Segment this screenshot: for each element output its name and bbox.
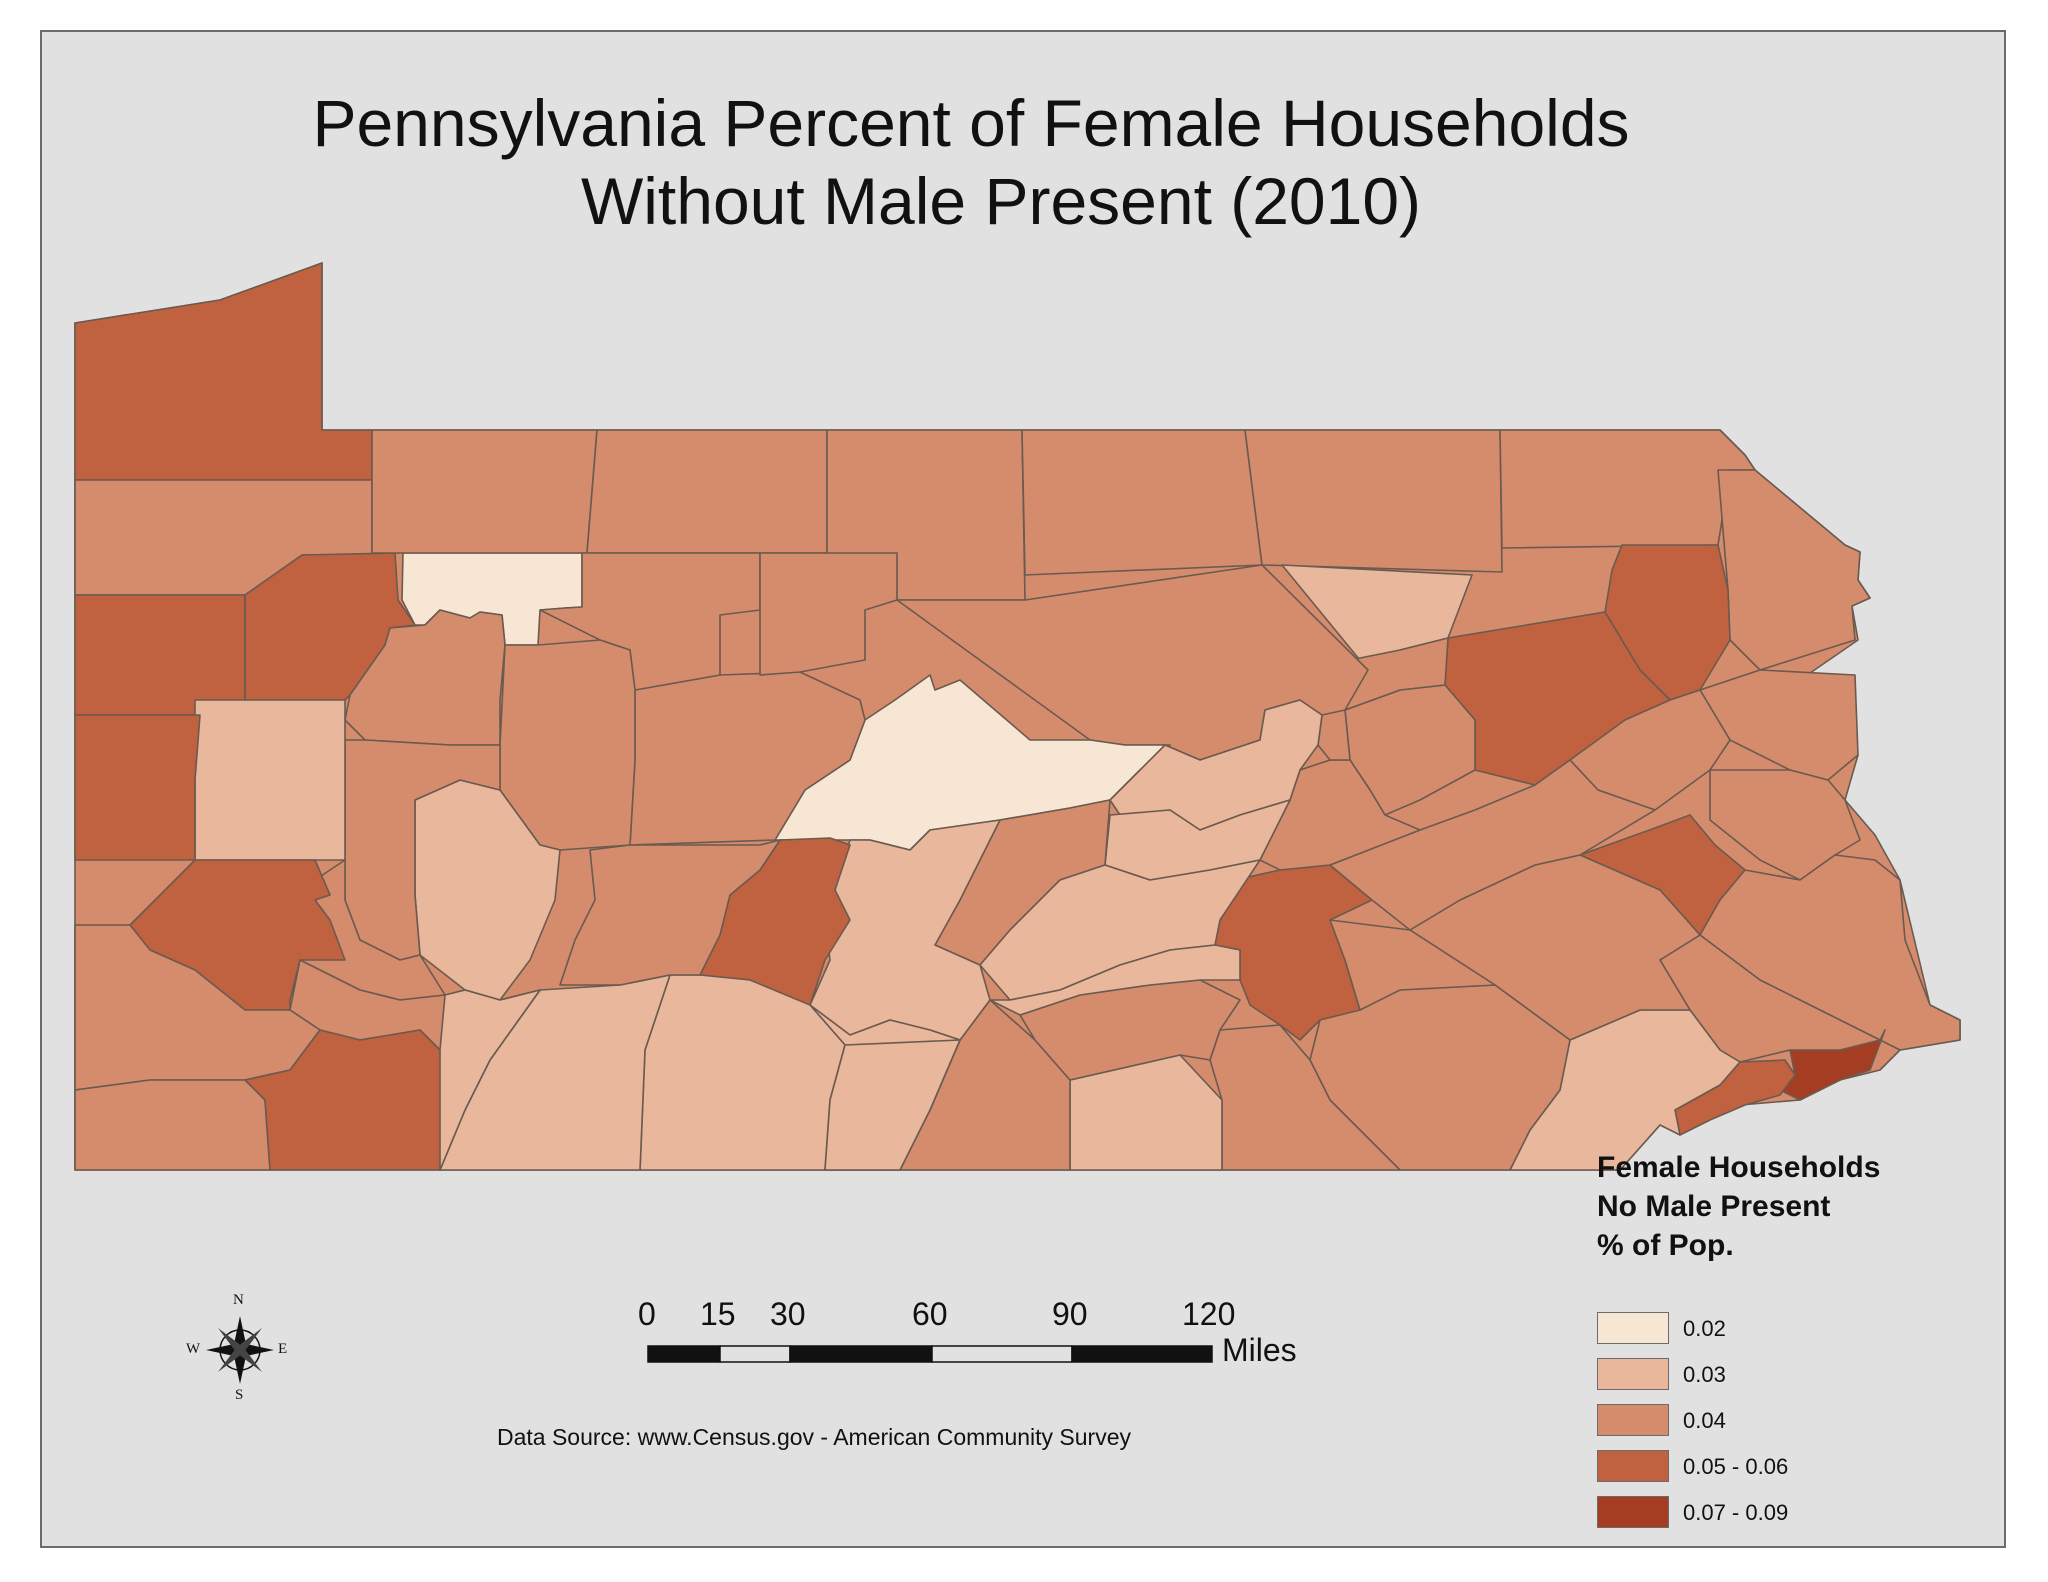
scale-tick-30: 30 xyxy=(770,1296,806,1332)
county-union xyxy=(1109,699,1323,831)
compass-s-label: S xyxy=(235,1387,244,1403)
data-source: Data Source: www.Census.gov - American C… xyxy=(496,1424,1132,1450)
legend-swatch xyxy=(1597,1496,1669,1528)
title-line-1: Pennsylvania Percent of Female Household… xyxy=(312,86,1630,160)
county-schuylkill xyxy=(1329,759,1656,931)
scale-tick-60: 60 xyxy=(912,1296,948,1332)
legend-title-line-1: Female Households xyxy=(1597,1151,1881,1184)
scale-unit: Miles xyxy=(1222,1332,1297,1368)
compass-n-label: N xyxy=(233,1292,244,1308)
legend-item: 0.05 - 0.06 xyxy=(1597,1450,1897,1484)
legend-item: 0.04 xyxy=(1597,1404,1897,1438)
legend-swatch xyxy=(1597,1404,1669,1436)
legend-swatch xyxy=(1597,1358,1669,1390)
scale-tick-120: 120 xyxy=(1182,1296,1236,1332)
legend-label: 0.03 xyxy=(1683,1362,1726,1387)
map-title: Pennsylvania Percent of Female Household… xyxy=(42,84,2000,240)
county-potter xyxy=(586,429,828,554)
scale-tick-0: 0 xyxy=(638,1296,656,1332)
county-indiana xyxy=(194,699,346,861)
legend-title-line-2: No Male Present xyxy=(1597,1190,1831,1223)
county-cambria xyxy=(559,839,781,986)
county-washington xyxy=(74,1079,271,1171)
legend-swatch xyxy=(1597,1450,1669,1482)
legend-label: 0.05 - 0.06 xyxy=(1683,1454,1789,1479)
legend-label: 0.07 - 0.09 xyxy=(1683,1500,1789,1525)
county-centre xyxy=(809,819,1001,1041)
county-perry xyxy=(989,944,1241,1016)
legend-item: 0.03 xyxy=(1597,1358,1897,1392)
scale-bar xyxy=(647,1345,1213,1363)
scale-tick-15: 15 xyxy=(700,1296,736,1332)
title-line-2: Without Male Present (2010) xyxy=(580,164,1422,238)
county-greene xyxy=(439,989,541,1171)
county-monroe xyxy=(1699,669,1859,781)
legend-label: 0.02 xyxy=(1683,1316,1726,1341)
compass-rose xyxy=(206,1316,274,1384)
county-mckean xyxy=(371,429,598,554)
county-fulton xyxy=(824,1039,961,1171)
county-erie xyxy=(74,262,373,481)
legend-item: 0.07 - 0.09 xyxy=(1597,1496,1897,1530)
county-cameron xyxy=(759,552,898,676)
county-wayne xyxy=(1499,429,1756,549)
county-bradford xyxy=(1021,429,1263,576)
legend-swatch xyxy=(1597,1312,1669,1344)
legend-label: 0.04 xyxy=(1683,1408,1726,1433)
compass-e-label: E xyxy=(278,1341,288,1357)
county-york xyxy=(1209,1024,1401,1171)
legend-title-line-3: % of Pop. xyxy=(1597,1229,1734,1262)
county-mercer xyxy=(74,594,246,716)
legend: Female Households No Male Present % of P… xyxy=(1597,1148,1957,1528)
scale-tick-90: 90 xyxy=(1052,1296,1088,1332)
county-lawrence xyxy=(74,714,201,861)
legend-item: 0.02 xyxy=(1597,1312,1897,1346)
compass-w-label: W xyxy=(186,1341,201,1357)
county-susquehanna xyxy=(1244,429,1503,573)
county-pike xyxy=(1717,469,1871,671)
